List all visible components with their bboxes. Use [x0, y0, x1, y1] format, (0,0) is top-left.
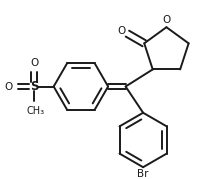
- Text: O: O: [5, 81, 13, 91]
- Text: O: O: [117, 26, 126, 36]
- Text: Br: Br: [137, 169, 149, 179]
- Text: O: O: [162, 15, 170, 25]
- Text: S: S: [30, 80, 39, 93]
- Text: CH₃: CH₃: [26, 106, 44, 116]
- Text: O: O: [30, 58, 38, 68]
